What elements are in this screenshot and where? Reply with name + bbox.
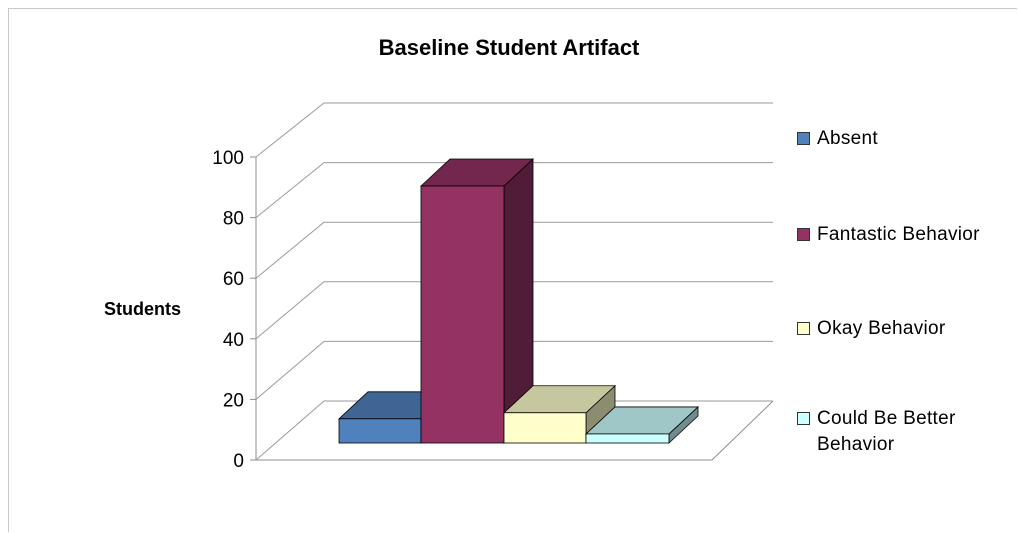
chart-frame (8, 8, 1017, 532)
gridline (255, 162, 773, 218)
legend-swatch (797, 228, 810, 241)
chart-legend: Absent Fantastic Behavior Okay Behavior Cou… (797, 0, 1018, 533)
legend-item: Fantastic Behavior (797, 222, 1013, 248)
gridline (255, 221, 773, 279)
floor-outline (256, 400, 774, 461)
legend-label: Could Be Better Behavior (817, 408, 956, 455)
gridline (255, 281, 773, 340)
y-tick-label: 40 (223, 330, 244, 351)
gridline (255, 102, 773, 158)
legend-swatch (797, 412, 810, 425)
y-tick-label: 100 (212, 148, 244, 169)
gridline (255, 400, 773, 461)
legend-swatch (797, 132, 810, 145)
legend-label: Okay Behavior (817, 318, 946, 339)
legend-item: Could Be Better Behavior (797, 406, 1013, 458)
y-axis-label: Students (104, 299, 182, 319)
legend-item: Absent (797, 126, 1013, 152)
bar-front (585, 433, 670, 444)
bar (584, 406, 700, 444)
gridline (255, 340, 773, 400)
y-tick-label: 60 (223, 269, 244, 290)
bar-front (338, 418, 422, 444)
legend-item: Okay Behavior (797, 316, 1013, 342)
bar-front (503, 412, 587, 444)
y-tick-label: 0 (233, 451, 244, 472)
y-tick-label: 80 (223, 209, 244, 230)
legend-label: Fantastic Behavior (817, 224, 980, 245)
bar-front (420, 185, 505, 444)
bar (419, 158, 535, 444)
chart-title: Baseline Student Artifact (378, 35, 640, 60)
legend-swatch (797, 322, 810, 335)
y-tick-label: 20 (223, 390, 244, 411)
legend-label: Absent (817, 128, 878, 149)
